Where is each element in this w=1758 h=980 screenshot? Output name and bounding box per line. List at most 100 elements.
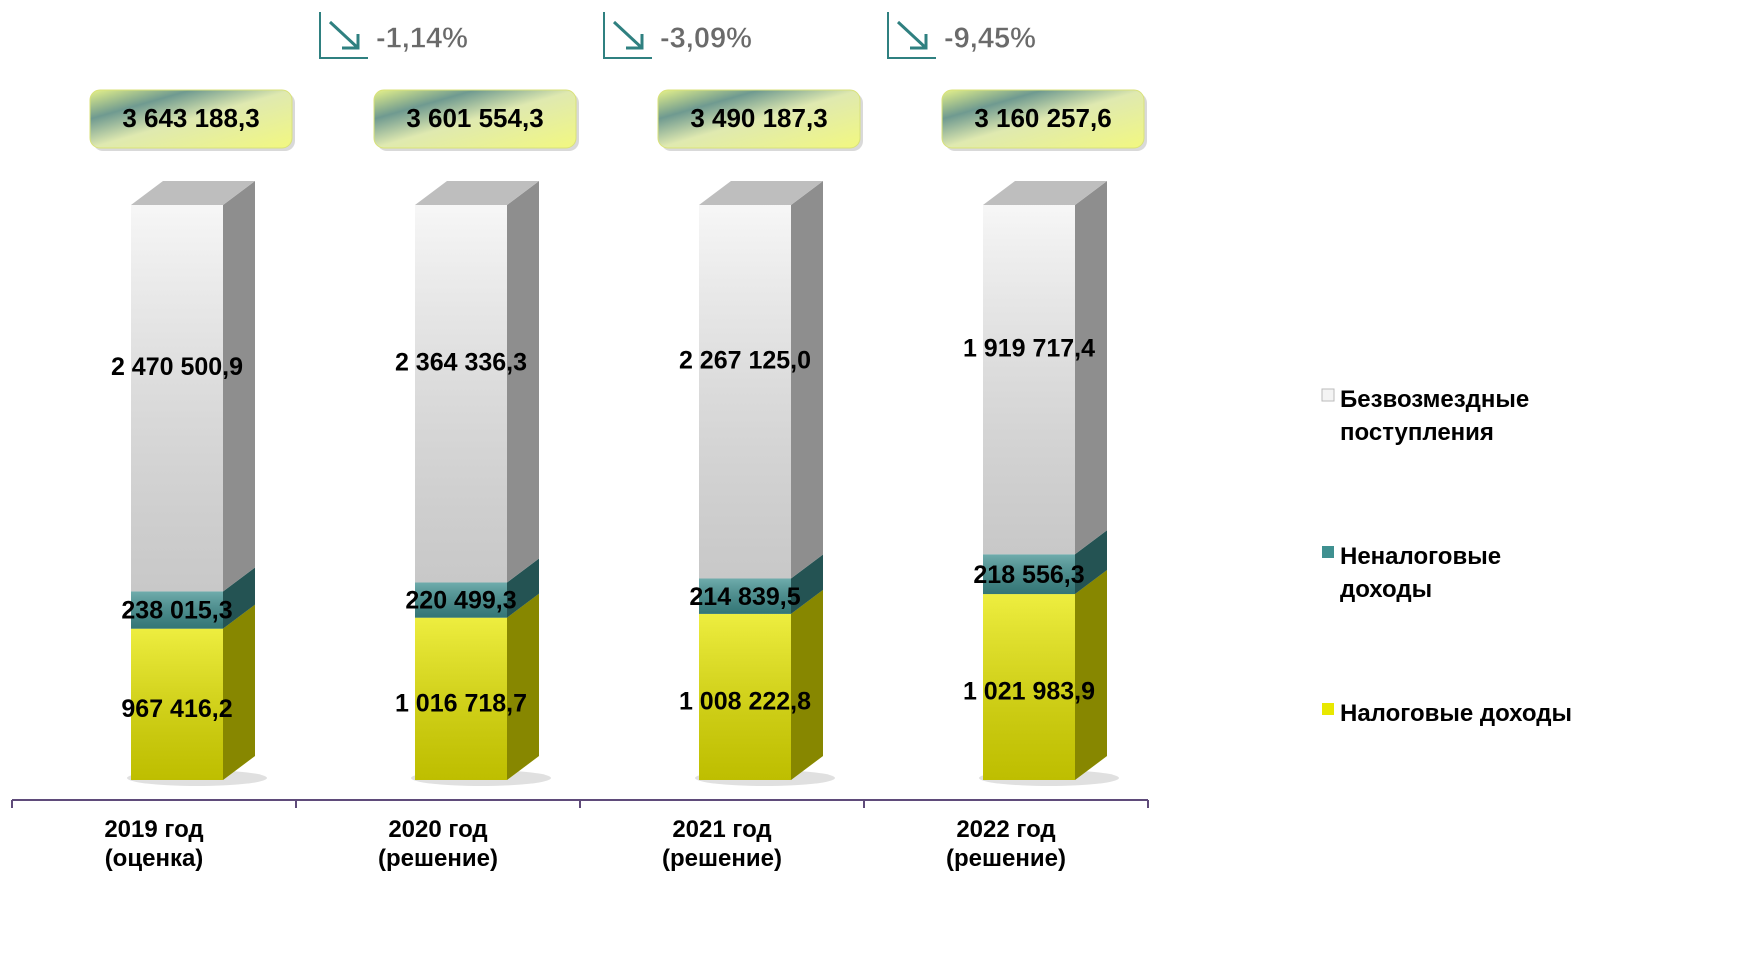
bar-side-shade — [223, 567, 255, 629]
data-label: 2 364 336,3 — [395, 348, 527, 376]
data-label: 1 919 717,4 — [963, 334, 1095, 362]
change-arrow — [319, 12, 368, 59]
bar-side — [507, 593, 539, 780]
bar-side — [223, 181, 255, 592]
x-tick-label: 2022 год (решение) — [946, 816, 1066, 872]
bar-side-shade — [1075, 181, 1107, 555]
change-label: -1,14% — [376, 23, 468, 55]
bar-front-shade — [415, 582, 507, 618]
data-label: 1 008 222,8 — [679, 688, 811, 716]
bar-side-shade — [507, 181, 539, 583]
bar-front-shade — [699, 613, 791, 780]
arrow — [328, 20, 360, 50]
bar-side-shade — [507, 558, 539, 618]
data-label: 1 021 983,9 — [963, 678, 1095, 706]
total-box-bg — [941, 89, 1145, 149]
bar-top — [983, 181, 1107, 205]
bar-front-shade — [699, 578, 791, 614]
x-tick-label: 2021 год (решение) — [662, 816, 782, 872]
arrow — [612, 20, 644, 50]
bar-front-shade — [415, 617, 507, 780]
arrow-frame — [603, 12, 652, 59]
data-label: 220 499,3 — [405, 587, 516, 615]
arrow-frame — [887, 12, 936, 59]
total-box-bg — [89, 89, 293, 149]
bar-side-shade — [791, 181, 823, 579]
bar-front-shade — [983, 205, 1075, 555]
bar-top-shade — [415, 181, 539, 205]
bar-side — [1075, 181, 1107, 555]
bar-front-shade — [415, 205, 507, 583]
bar-side — [1075, 570, 1107, 780]
total-box-bg — [657, 89, 861, 149]
bar-segment — [699, 589, 823, 780]
bar-front-shade — [131, 628, 223, 780]
total-label: 3 490 187,3 — [690, 103, 827, 133]
bar-segment — [983, 181, 1107, 555]
bar-top-shade — [983, 181, 1107, 205]
bar-front-shade — [131, 591, 223, 629]
bar-side-shade — [1075, 570, 1107, 780]
bar-segment — [131, 604, 255, 780]
bar-segment — [415, 593, 539, 780]
bar-side-shade — [223, 181, 255, 592]
bar-top-shade — [699, 181, 823, 205]
bar-front-shade — [983, 554, 1075, 595]
bar-side-shade — [791, 589, 823, 780]
data-label: 2 267 125,0 — [679, 346, 811, 374]
bar-front-shade — [983, 594, 1075, 780]
bar-segment — [131, 181, 255, 592]
legend-label: Налоговые доходы — [1340, 700, 1572, 727]
bar-top — [699, 181, 823, 205]
bar-segment — [983, 570, 1107, 780]
legend-label: Неналоговые доходы — [1340, 543, 1502, 603]
bar-side — [791, 589, 823, 780]
total-box — [373, 89, 579, 151]
bar-side-shade — [507, 593, 539, 780]
bar-segment — [699, 554, 823, 614]
x-tick-label: 2019 год (оценка) — [104, 816, 204, 872]
data-label: 214 839,5 — [689, 583, 800, 611]
total-box — [89, 89, 295, 151]
bar-side — [791, 181, 823, 579]
change-arrow — [887, 12, 936, 59]
bar-front-shade — [699, 205, 791, 579]
bar-front-shade — [131, 205, 223, 592]
total-box — [941, 89, 1147, 151]
data-label: 967 416,2 — [121, 695, 232, 723]
x-tick-label: 2020 год (решение) — [378, 816, 498, 872]
bar-segment — [131, 567, 255, 629]
change-label: -9,45% — [944, 23, 1036, 55]
legend-swatch — [1321, 388, 1335, 402]
total-box — [657, 89, 863, 151]
bar-top — [131, 181, 255, 205]
bar-side — [507, 181, 539, 583]
data-label: 218 556,3 — [973, 561, 1084, 589]
bar-top-shade — [131, 181, 255, 205]
arrow — [896, 20, 928, 50]
bar-segment — [699, 181, 823, 579]
total-box-bg — [373, 89, 577, 149]
bar-side — [507, 558, 539, 618]
bar-side-shade — [223, 604, 255, 780]
bar-side-shade — [791, 554, 823, 614]
total-label: 3 601 554,3 — [406, 103, 543, 133]
change-arrow — [603, 12, 652, 59]
arrow-frame — [319, 12, 368, 59]
bar-side — [223, 604, 255, 780]
bar-top — [415, 181, 539, 205]
data-label: 2 470 500,9 — [111, 353, 243, 381]
legend-label: Безвозмездные поступления — [1340, 386, 1530, 446]
bar-side-shade — [1075, 530, 1107, 595]
bar-side — [223, 567, 255, 629]
bar-side — [791, 554, 823, 614]
data-label: 1 016 718,7 — [395, 689, 527, 717]
bar-segment — [415, 181, 539, 583]
data-label: 238 015,3 — [121, 597, 232, 625]
total-label: 3 643 188,3 — [122, 103, 259, 133]
change-label: -3,09% — [660, 23, 752, 55]
legend-swatch — [1322, 546, 1334, 558]
bar-segment — [415, 558, 539, 618]
